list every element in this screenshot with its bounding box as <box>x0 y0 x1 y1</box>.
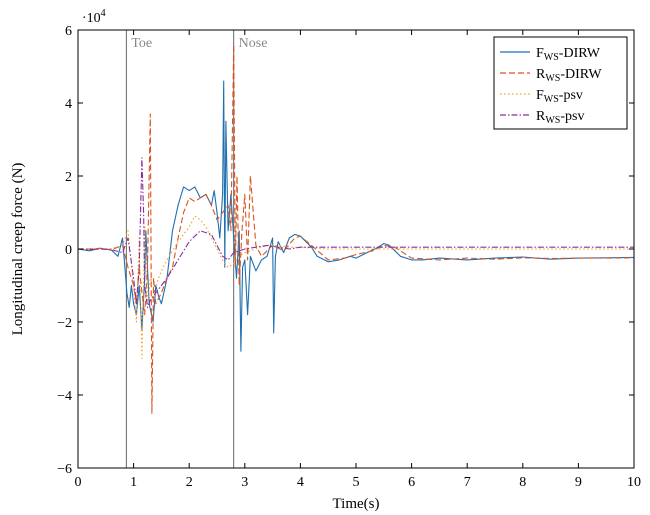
legend-label-sub: WS <box>544 52 559 63</box>
y-tick-label: 4 <box>65 97 72 112</box>
series-line-2 <box>78 44 634 414</box>
series-line-1 <box>78 80 634 352</box>
legend-label-suffix: -psv <box>559 88 583 103</box>
y-tick-label: −6 <box>57 462 72 477</box>
legend-label-4: RWS-psv <box>536 109 584 126</box>
legend-label-suffix: -DIRW <box>559 46 601 61</box>
x-tick-label: 9 <box>575 475 582 490</box>
y-tick-label: 6 <box>65 24 72 39</box>
y-multiplier-exponent: 4 <box>101 8 106 19</box>
legend-label-sub: WS <box>545 73 560 84</box>
y-tick-label: −4 <box>57 389 72 404</box>
x-axis-label: Time(s) <box>333 496 380 512</box>
series-line-4 <box>78 157 634 308</box>
annotation-label-nose: Nose <box>239 36 268 51</box>
y-tick-label: 2 <box>65 170 72 185</box>
x-tick-label: 4 <box>297 475 304 490</box>
y-multiplier: ·104 <box>82 8 106 26</box>
series-layer <box>78 44 634 414</box>
y-axis-label: Longitudinal creep force (N) <box>10 163 26 336</box>
y-multiplier-base: ·10 <box>82 11 101 26</box>
y-tick-label: −2 <box>57 316 72 331</box>
x-tick-label: 8 <box>519 475 526 490</box>
x-tick-label: 5 <box>353 475 360 490</box>
annotation-label-toe: Toe <box>131 36 152 51</box>
legend-label-suffix: -psv <box>560 109 584 124</box>
x-tick-label: 10 <box>627 475 641 490</box>
legend-label-sub: WS <box>544 94 559 105</box>
x-tick-label: 2 <box>186 475 193 490</box>
x-tick-label: 0 <box>75 475 82 490</box>
x-tick-label: 7 <box>464 475 471 490</box>
y-tick-label: 0 <box>65 243 72 258</box>
annotation-labels: Toe Nose <box>131 36 267 51</box>
legend-label-2: RWS-DIRW <box>536 67 602 84</box>
legend-label-main: F <box>536 88 544 103</box>
x-tick-label: 6 <box>408 475 415 490</box>
legend-label-suffix: -DIRW <box>560 67 602 82</box>
ticks-layer: 0 1 2 3 4 5 6 7 8 9 10 −6 −4 −2 0 2 4 6 <box>57 24 641 490</box>
x-tick-label: 3 <box>241 475 248 490</box>
legend-label-3: FWS-psv <box>536 88 583 105</box>
series-line-3 <box>78 215 634 360</box>
legend-label-main: R <box>536 109 546 124</box>
x-tick-label: 1 <box>130 475 137 490</box>
legend-label-sub: WS <box>545 115 560 126</box>
legend-label-main: F <box>536 46 544 61</box>
legend-label-main: R <box>536 67 546 82</box>
legend-label-1: FWS-DIRW <box>536 46 601 63</box>
